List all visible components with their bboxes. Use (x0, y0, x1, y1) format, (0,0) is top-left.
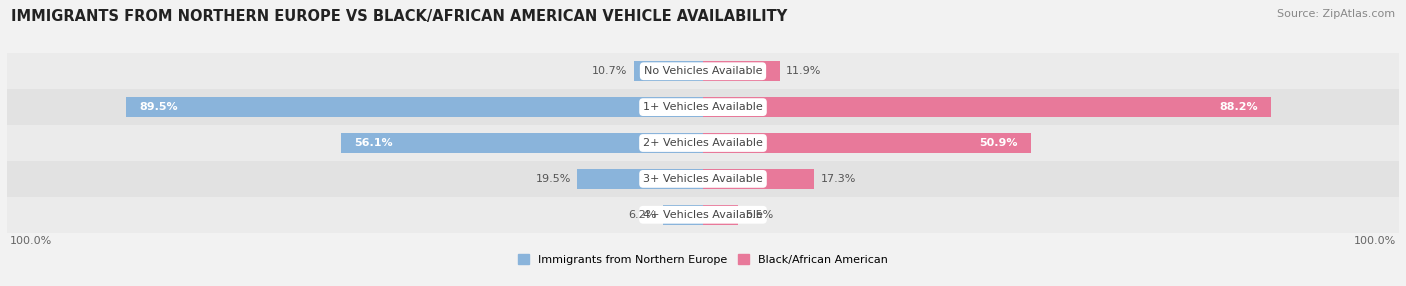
Text: 19.5%: 19.5% (536, 174, 571, 184)
Text: 4+ Vehicles Available: 4+ Vehicles Available (643, 210, 763, 220)
Text: 2+ Vehicles Available: 2+ Vehicles Available (643, 138, 763, 148)
Text: No Vehicles Available: No Vehicles Available (644, 66, 762, 76)
Text: 17.3%: 17.3% (821, 174, 856, 184)
Text: 11.9%: 11.9% (786, 66, 821, 76)
Text: 10.7%: 10.7% (592, 66, 627, 76)
Text: IMMIGRANTS FROM NORTHERN EUROPE VS BLACK/AFRICAN AMERICAN VEHICLE AVAILABILITY: IMMIGRANTS FROM NORTHERN EUROPE VS BLACK… (11, 9, 787, 23)
Text: 100.0%: 100.0% (1354, 236, 1396, 246)
Text: 88.2%: 88.2% (1220, 102, 1258, 112)
Text: 89.5%: 89.5% (139, 102, 177, 112)
Text: 56.1%: 56.1% (354, 138, 394, 148)
Bar (703, 169, 814, 189)
Text: 3+ Vehicles Available: 3+ Vehicles Available (643, 174, 763, 184)
Bar (703, 133, 1031, 153)
Bar (634, 61, 703, 81)
Bar (578, 169, 703, 189)
Legend: Immigrants from Northern Europe, Black/African American: Immigrants from Northern Europe, Black/A… (513, 250, 893, 269)
Bar (7, 125, 1399, 161)
Bar (342, 133, 703, 153)
Bar (7, 53, 1399, 89)
Text: 50.9%: 50.9% (980, 138, 1018, 148)
Bar (703, 97, 1271, 117)
Bar (7, 89, 1399, 125)
Text: 100.0%: 100.0% (10, 236, 52, 246)
Bar (703, 61, 780, 81)
Bar (664, 205, 703, 225)
Text: 1+ Vehicles Available: 1+ Vehicles Available (643, 102, 763, 112)
Bar (703, 205, 738, 225)
Text: 5.5%: 5.5% (745, 210, 773, 220)
Text: Source: ZipAtlas.com: Source: ZipAtlas.com (1277, 9, 1395, 19)
Text: 6.2%: 6.2% (628, 210, 657, 220)
Bar (127, 97, 703, 117)
Bar (7, 161, 1399, 197)
Bar (7, 197, 1399, 233)
